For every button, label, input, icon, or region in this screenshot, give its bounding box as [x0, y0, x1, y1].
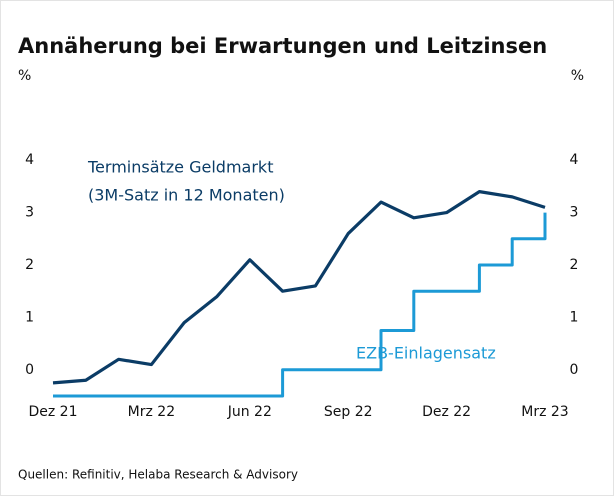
y2-tick-label: 2 — [570, 257, 579, 273]
y2-axis-label: % — [571, 68, 584, 84]
x-tick-label: Mrz 22 — [128, 404, 175, 420]
series-line — [53, 212, 547, 398]
x-tick-label: Mrz 23 — [521, 404, 568, 420]
y-axis-label: % — [18, 68, 31, 84]
y-tick-label: 4 — [25, 152, 34, 168]
y2-tick-label: 0 — [570, 362, 579, 378]
y-tick-label: 2 — [25, 257, 34, 273]
annotation: Terminsätze Geldmarkt — [87, 158, 273, 177]
series-line — [52, 190, 546, 385]
x-tick-label: Sep 22 — [324, 404, 373, 420]
x-tick-label: Dez 21 — [28, 404, 77, 420]
y-tick-label: 1 — [25, 309, 34, 325]
annotation: (3M-Satz in 12 Monaten) — [88, 186, 285, 205]
y2-tick-label: 4 — [570, 152, 579, 168]
source: Quellen: Refinitiv, Helaba Research & Ad… — [18, 468, 298, 482]
y2-tick-label: 1 — [570, 309, 579, 325]
x-tick-label: Dez 22 — [422, 404, 471, 420]
y-tick-label: 3 — [25, 205, 34, 221]
y-tick-label: 0 — [25, 362, 34, 378]
annotation: EZB-Einlagensatz — [356, 344, 496, 363]
x-tick-label: Jun 22 — [227, 404, 272, 420]
chart-title: Annäherung bei Erwartungen und Leitzinse… — [18, 34, 547, 58]
y2-tick-label: 3 — [570, 205, 579, 221]
